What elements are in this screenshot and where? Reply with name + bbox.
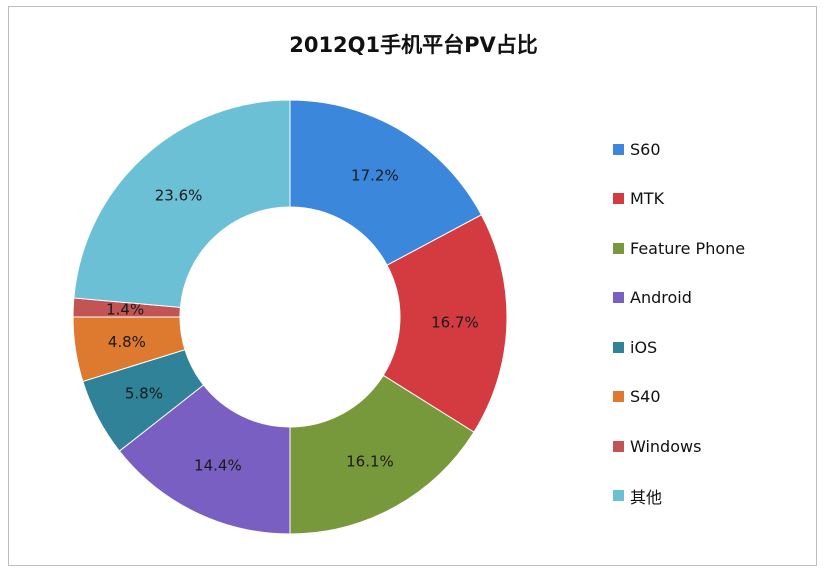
legend-label: MTK — [630, 189, 665, 208]
legend-swatch — [613, 440, 624, 452]
slice-其他 — [73, 99, 291, 308]
legend-item: 其他 — [613, 484, 745, 508]
legend-swatch — [613, 490, 624, 501]
slice-label: 4.8% — [108, 333, 146, 351]
slice-s60 — [289, 99, 483, 266]
slice-label: 23.6% — [155, 186, 203, 204]
legend-swatch — [613, 391, 624, 402]
legend-item: S60 — [613, 137, 745, 161]
slice-mtk — [382, 214, 508, 433]
legend-item: Android — [613, 286, 745, 310]
slice-label: 16.1% — [346, 452, 394, 470]
legend-item: S40 — [613, 385, 745, 409]
legend-label: iOS — [630, 337, 658, 357]
slice-label: 14.4% — [194, 456, 242, 474]
legend-item: Feature Phone — [613, 236, 745, 260]
legend: S60 MTK Feature Phone Android iOS S40 Windows 其… — [613, 137, 745, 533]
slice-label: 16.7% — [431, 314, 479, 332]
slice-label: 5.8% — [125, 385, 163, 403]
legend-label: 其他 — [630, 487, 663, 507]
legend-swatch — [613, 242, 624, 254]
slice-label: 1.4% — [106, 301, 144, 319]
legend-item: MTK — [613, 187, 745, 211]
chart-frame: 2012Q1手机平台PV占比 17.2% 16.7% 16.1% 14.4% 5.8% 4… — [8, 6, 817, 566]
slice-label: 17.2% — [351, 167, 399, 185]
legend-item: iOS — [613, 335, 745, 359]
chart-title: 2012Q1手机平台PV占比 — [289, 33, 538, 57]
donut-chart: 17.2% 16.7% 16.1% 14.4% 5.8% 4.8% 1.4% 23.6% — [72, 99, 508, 535]
legend-item: Windows — [613, 434, 745, 458]
slice-feature-phone — [289, 374, 475, 535]
legend-label: Feature Phone — [630, 238, 746, 258]
legend-label: Windows — [630, 436, 702, 456]
legend-swatch — [613, 292, 624, 303]
legend-label: Android — [630, 288, 692, 307]
legend-swatch — [613, 143, 624, 155]
legend-label: S40 — [630, 387, 661, 406]
legend-label: S60 — [630, 139, 661, 159]
legend-swatch — [613, 193, 624, 204]
legend-swatch — [613, 341, 624, 353]
